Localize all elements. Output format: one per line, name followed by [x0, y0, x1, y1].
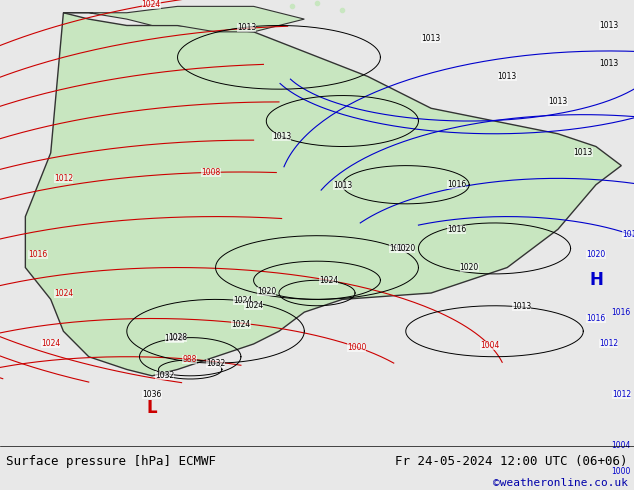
Text: 1004: 1004: [612, 441, 631, 450]
Text: 1028: 1028: [164, 334, 184, 343]
Text: 1008: 1008: [201, 168, 221, 177]
Text: 1013: 1013: [574, 148, 593, 157]
Text: 1024: 1024: [233, 296, 252, 305]
Text: 1013: 1013: [548, 98, 567, 106]
Text: 1016: 1016: [612, 308, 631, 317]
Text: 1028: 1028: [168, 333, 187, 342]
Text: 1024: 1024: [319, 276, 338, 285]
Text: 988: 988: [182, 355, 197, 364]
Text: 1004: 1004: [481, 341, 500, 350]
Text: 1020: 1020: [460, 263, 479, 272]
Text: 1016: 1016: [389, 244, 408, 253]
Text: 1036: 1036: [143, 391, 162, 399]
Text: 1013: 1013: [333, 180, 352, 190]
Text: 1012: 1012: [599, 340, 618, 348]
Text: 1013: 1013: [498, 72, 517, 81]
Text: 1024: 1024: [54, 289, 73, 297]
Polygon shape: [63, 6, 304, 32]
Text: 1016: 1016: [447, 225, 466, 234]
Text: 1032: 1032: [155, 371, 174, 380]
Text: 1016: 1016: [447, 180, 466, 189]
Text: 1016: 1016: [586, 314, 605, 323]
Text: 1024: 1024: [244, 301, 263, 310]
Text: 1024: 1024: [141, 0, 161, 9]
Text: 1024: 1024: [41, 340, 60, 348]
Text: 1012: 1012: [623, 230, 634, 240]
Text: 1013: 1013: [422, 34, 441, 43]
Text: 1000: 1000: [612, 467, 631, 476]
Text: 1024: 1024: [231, 320, 250, 329]
Text: 1013: 1013: [272, 132, 291, 141]
Text: 1012: 1012: [612, 391, 631, 399]
Text: 1013: 1013: [599, 59, 618, 68]
Text: 1012: 1012: [54, 174, 73, 183]
Text: 1020: 1020: [396, 244, 415, 253]
Text: 1016: 1016: [29, 250, 48, 259]
Text: 1020: 1020: [586, 250, 605, 259]
Text: H: H: [589, 271, 603, 289]
Polygon shape: [25, 13, 621, 376]
Text: ©weatheronline.co.uk: ©weatheronline.co.uk: [493, 478, 628, 489]
Text: 1032: 1032: [206, 359, 226, 368]
Text: 1000: 1000: [347, 343, 366, 351]
Text: 1020: 1020: [257, 287, 276, 296]
Text: 1013: 1013: [512, 302, 531, 312]
Text: Surface pressure [hPa] ECMWF: Surface pressure [hPa] ECMWF: [6, 455, 216, 468]
Text: 1013: 1013: [599, 21, 618, 30]
Text: Fr 24-05-2024 12:00 UTC (06+06): Fr 24-05-2024 12:00 UTC (06+06): [395, 455, 628, 468]
Text: 1013: 1013: [237, 23, 256, 32]
Text: L: L: [147, 399, 157, 416]
